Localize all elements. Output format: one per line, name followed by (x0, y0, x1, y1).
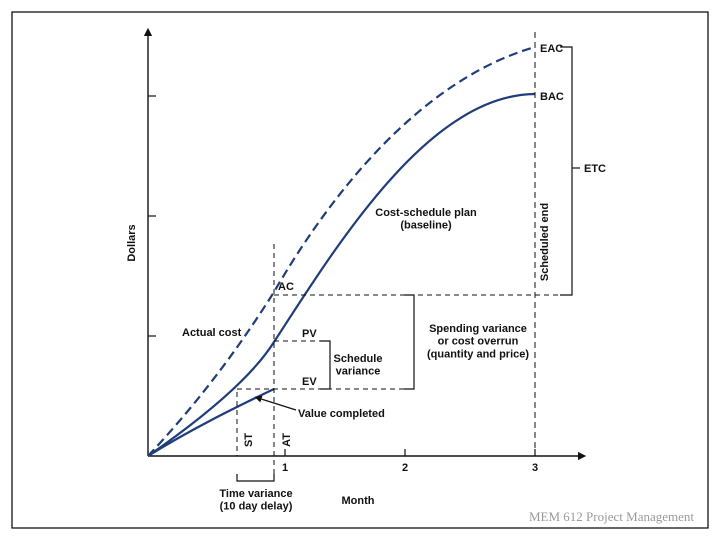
x-axis-label: Month (342, 495, 375, 507)
eac-curve (147, 45, 536, 457)
actual-cost-label: Actual cost (182, 327, 242, 339)
schedule-variance-bracket (320, 340, 331, 390)
baseline-curve (147, 92, 536, 457)
value-completed-label: Value completed (298, 408, 385, 420)
eac-label: EAC (540, 43, 563, 55)
value-completed-arrow (254, 395, 297, 411)
at-label: AT (281, 433, 293, 447)
ev-point-label: EV (302, 376, 317, 388)
time-variance-label: Time variance (10 day delay) (219, 488, 292, 513)
baseline-label: Cost-schedule plan (baseline) (375, 207, 477, 232)
etc-label: ETC (584, 163, 606, 175)
x-tick-label-2: 2 (402, 462, 408, 474)
y-ticks (148, 95, 156, 337)
schedule-variance-label: Schedule variance (334, 353, 383, 378)
st-label: ST (243, 433, 255, 447)
footer-text: MEM 612 Project Management (529, 509, 694, 524)
y-axis-label: Dollars (126, 224, 138, 261)
x-tick-label-3: 3 (532, 462, 538, 474)
value-completed-curve (147, 388, 275, 457)
bac-label: BAC (540, 91, 564, 103)
spending-variance-bracket (404, 294, 415, 390)
pv-point-label: PV (302, 328, 317, 340)
x-ticks (284, 449, 536, 456)
spending-variance-label: Spending variance or cost overrun (quantit… (427, 323, 529, 360)
etc-bracket (560, 46, 573, 296)
x-tick-label-1: 1 (282, 462, 288, 474)
time-variance-bracket (236, 474, 275, 482)
ac-point-label: AC (278, 281, 294, 293)
slide-border (11, 11, 709, 529)
scheduled-end-label: Scheduled end (539, 203, 551, 281)
